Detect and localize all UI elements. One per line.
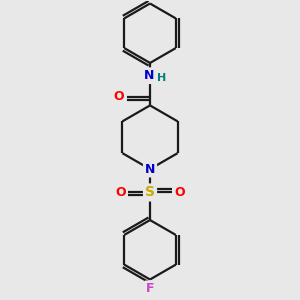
Text: O: O: [115, 186, 126, 199]
Text: O: O: [114, 90, 124, 104]
Text: F: F: [146, 282, 154, 295]
Text: H: H: [157, 73, 167, 83]
Text: S: S: [145, 185, 155, 200]
Text: N: N: [143, 69, 154, 82]
Text: N: N: [145, 163, 155, 176]
Text: O: O: [174, 186, 185, 199]
